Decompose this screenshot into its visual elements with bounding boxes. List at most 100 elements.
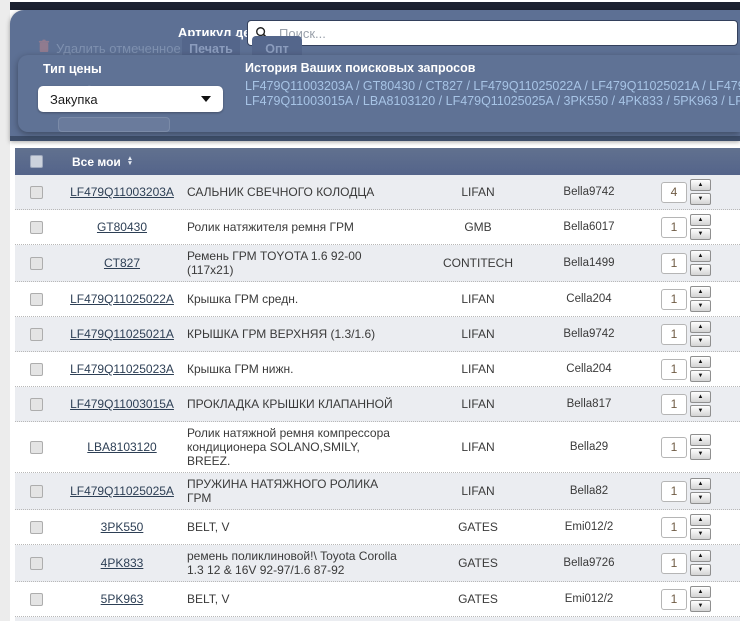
- article-link[interactable]: 4PK833: [100, 556, 144, 570]
- sort-all-mine[interactable]: Все мои ▲ ▼: [72, 155, 133, 169]
- row-checkbox[interactable]: [29, 440, 43, 454]
- qty-decrement-button[interactable]: ▼: [690, 564, 711, 576]
- user-cell: Cella204: [566, 293, 612, 305]
- description-cell: Ролик натяжителя ремня ГРМ: [187, 220, 354, 234]
- row-checkbox[interactable]: [29, 292, 43, 306]
- row-checkbox[interactable]: [29, 397, 43, 411]
- qty-increment-button[interactable]: ▲: [690, 478, 711, 490]
- description-cell: Ремень ГРМ TOYOTA 1.6 92-00 (117x21): [187, 249, 362, 277]
- user-cell: Bella1499: [563, 257, 615, 269]
- article-link[interactable]: CT827: [103, 256, 141, 270]
- article-link[interactable]: LF479Q11003203A: [70, 185, 174, 199]
- qty-decrement-button[interactable]: ▼: [690, 264, 711, 276]
- article-link[interactable]: LF479Q11025022A: [70, 292, 174, 306]
- sort-icon: ▲ ▼: [126, 155, 134, 167]
- description-cell: Крышка ГРМ нижн.: [187, 362, 294, 376]
- qty-decrement-button[interactable]: ▼: [690, 370, 711, 382]
- brand-cell: LIFAN: [461, 292, 495, 306]
- qty-input[interactable]: [661, 323, 687, 345]
- delete-selected-button[interactable]: Удалить отмеченное: [56, 41, 181, 56]
- qty-increment-button[interactable]: ▲: [690, 179, 711, 191]
- brand-cell: LIFAN: [461, 397, 495, 411]
- qty-input[interactable]: [661, 216, 687, 238]
- article-link[interactable]: GT80430: [96, 220, 148, 234]
- table-row: LF479Q11003017A Шайба гайки клапанной кр…: [15, 617, 740, 621]
- row-checkbox[interactable]: [29, 185, 43, 199]
- qty-increment-button[interactable]: ▲: [690, 586, 711, 598]
- row-checkbox[interactable]: [29, 327, 43, 341]
- row-checkbox[interactable]: [29, 556, 43, 570]
- article-link[interactable]: 3PK550: [100, 520, 144, 534]
- price-type-value: Закупка: [50, 91, 98, 107]
- qty-decrement-button[interactable]: ▼: [690, 228, 711, 240]
- qty-increment-button[interactable]: ▲: [690, 321, 711, 333]
- table-body: LF479Q11003203A САЛЬНИК СВЕЧНОГО КОЛОДЦА…: [15, 175, 740, 621]
- table-row: LF479Q11025023A Крышка ГРМ нижн. LIFAN C…: [15, 352, 740, 387]
- qty-input[interactable]: [661, 516, 687, 538]
- qty-input[interactable]: [661, 181, 687, 203]
- chevron-down-icon: [201, 96, 211, 102]
- qty-decrement-button[interactable]: ▼: [690, 405, 711, 417]
- brand-cell: LIFAN: [461, 362, 495, 376]
- article-search-box: [247, 20, 738, 46]
- qty-input[interactable]: [661, 393, 687, 415]
- qty-decrement-button[interactable]: ▼: [690, 300, 711, 312]
- table-row: LF479Q11025022A Крышка ГРМ средн. LIFAN …: [15, 282, 740, 317]
- parts-table: Все мои ▲ ▼ LF479Q11003203A САЛЬНИК СВЕЧН…: [15, 148, 740, 621]
- qty-increment-button[interactable]: ▲: [690, 550, 711, 562]
- table-row: GT80430 Ролик натяжителя ремня ГРМ GMB B…: [15, 210, 740, 245]
- user-cell: Emi012/2: [564, 521, 614, 533]
- qty-increment-button[interactable]: ▲: [690, 514, 711, 526]
- qty-input[interactable]: [661, 588, 687, 610]
- article-link[interactable]: LF479Q11025025A: [70, 484, 174, 498]
- row-checkbox[interactable]: [29, 484, 43, 498]
- user-cell: Cella204: [566, 363, 612, 375]
- history-links-line1[interactable]: LF479Q11003203A / GT80430 / CT827 / LF47…: [245, 79, 740, 93]
- row-checkbox[interactable]: [29, 220, 43, 234]
- row-checkbox[interactable]: [29, 362, 43, 376]
- article-link[interactable]: LF479Q11025023A: [70, 362, 174, 376]
- article-link[interactable]: 5PK963: [100, 592, 144, 606]
- trash-icon: [38, 39, 50, 52]
- qty-increment-button[interactable]: ▲: [690, 391, 711, 403]
- price-type-select[interactable]: Закупка: [38, 86, 223, 112]
- select-all-checkbox[interactable]: [29, 155, 43, 168]
- qty-decrement-button[interactable]: ▼: [690, 448, 711, 460]
- qty-decrement-button[interactable]: ▼: [690, 335, 711, 347]
- table-row: LF479Q11003015A ПРОКЛАДКА КРЫШКИ КЛАПАНН…: [15, 387, 740, 422]
- qty-input[interactable]: [661, 252, 687, 274]
- history-links-line2[interactable]: LF479Q11003015A / LBA8103120 / LF479Q110…: [245, 94, 740, 108]
- page-left-margin: [0, 0, 10, 621]
- qty-input[interactable]: [661, 436, 687, 458]
- qty-decrement-button[interactable]: ▼: [690, 193, 711, 205]
- qty-increment-button[interactable]: ▲: [690, 214, 711, 226]
- user-cell: Bella9726: [563, 557, 615, 569]
- qty-increment-button[interactable]: ▲: [690, 286, 711, 298]
- filter-history-panel: Тип цены Артикул Закупка История Ваших п…: [18, 55, 740, 132]
- qty-decrement-button[interactable]: ▼: [690, 528, 711, 540]
- article-link[interactable]: LF479Q11003015A: [70, 397, 174, 411]
- table-row: LF479Q11025025A ПРУЖИНА НАТЯЖНОГО РОЛИКА…: [15, 473, 740, 510]
- row-checkbox[interactable]: [29, 256, 43, 270]
- qty-input[interactable]: [661, 288, 687, 310]
- row-checkbox[interactable]: [29, 520, 43, 534]
- qty-increment-button[interactable]: ▲: [690, 356, 711, 368]
- description-cell: ПРОКЛАДКА КРЫШКИ КЛАПАННОЙ: [187, 397, 393, 411]
- description-cell: BELT, V: [187, 592, 230, 606]
- table-row: LF479Q11025021A КРЫШКА ГРМ ВЕРХНЯЯ (1.3/…: [15, 317, 740, 352]
- qty-increment-button[interactable]: ▲: [690, 250, 711, 262]
- article-link[interactable]: LBA8103120: [87, 440, 157, 454]
- ghost-button: [58, 117, 170, 132]
- qty-input[interactable]: [661, 480, 687, 502]
- qty-input[interactable]: [661, 552, 687, 574]
- qty-decrement-button[interactable]: ▼: [690, 492, 711, 504]
- qty-decrement-button[interactable]: ▼: [690, 600, 711, 612]
- qty-increment-button[interactable]: ▲: [690, 434, 711, 446]
- brand-cell: GMB: [464, 220, 492, 234]
- search-input[interactable]: [277, 24, 737, 42]
- row-checkbox[interactable]: [29, 592, 43, 606]
- qty-input[interactable]: [661, 358, 687, 380]
- top-dark-bar: [10, 2, 740, 10]
- article-link[interactable]: LF479Q11025021A: [70, 327, 174, 341]
- table-row: 5PK963 BELT, V GATES Emi012/2 ▲ ▼: [15, 582, 740, 617]
